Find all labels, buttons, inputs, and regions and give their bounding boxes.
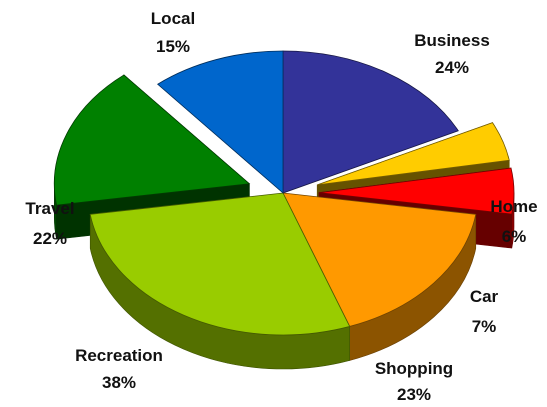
slice-label-shopping: Shopping [375, 359, 453, 378]
slice-home [317, 122, 510, 186]
slice-shopping [282, 192, 477, 327]
slice-recreation [89, 192, 351, 336]
slice-value-car: 7% [472, 317, 497, 336]
slice-label-home: Home [490, 197, 537, 216]
slice-label-travel: Travel [25, 199, 74, 218]
slice-value-home: 6% [502, 227, 527, 246]
slice-label-business: Business [414, 31, 490, 50]
slice-label-local: Local [151, 9, 195, 28]
slice-travel [53, 74, 251, 206]
slice-label-recreation: Recreation [75, 346, 163, 365]
pie-top-layer [53, 50, 515, 336]
slice-value-shopping: 23% [397, 385, 431, 404]
slice-value-business: 24% [435, 58, 469, 77]
slice-label-car: Car [470, 287, 499, 306]
slice-local [156, 50, 284, 194]
slice-value-travel: 22% [33, 229, 67, 248]
slice-value-local: 15% [156, 37, 190, 56]
slice-car [318, 167, 515, 215]
slice-value-recreation: 38% [102, 373, 136, 392]
slice-business [282, 50, 459, 194]
